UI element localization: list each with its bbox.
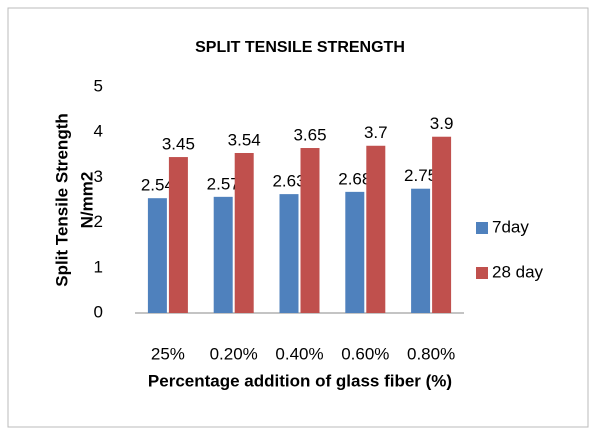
y-axis-label: N/mm2 (77, 172, 96, 229)
data-label: 3.45 (162, 135, 195, 154)
legend-swatch (476, 267, 488, 279)
x-tick-label: 0.40% (275, 344, 323, 363)
data-label: 2.57 (207, 174, 240, 193)
x-tick-label: 0.60% (341, 344, 389, 363)
bar (279, 194, 299, 313)
x-axis-label: Percentage addition of glass fiber (%) (148, 371, 452, 390)
data-label: 2.54 (141, 176, 174, 195)
x-tick-label: 0.20% (210, 344, 258, 363)
data-label: 2.68 (338, 169, 371, 188)
bar (168, 157, 188, 313)
bar (345, 191, 365, 313)
data-label: 3.7 (364, 123, 388, 142)
x-tick-label: 0.80% (407, 344, 455, 363)
bar (432, 136, 452, 313)
legend-label: 28 day (492, 262, 544, 281)
data-label: 3.65 (293, 126, 326, 145)
bar (213, 196, 233, 313)
bar (366, 145, 386, 313)
x-tick-label: 25% (151, 344, 185, 363)
y-axis-label: Split Tensile Strength (52, 113, 71, 286)
legend-swatch (476, 222, 488, 234)
bar (147, 198, 167, 313)
y-tick-label: 3 (94, 167, 103, 186)
y-tick-label: 1 (94, 257, 103, 276)
y-tick-label: 0 (94, 302, 103, 321)
y-tick-label: 2 (94, 212, 103, 231)
bar (300, 148, 320, 313)
data-label: 2.75 (404, 166, 437, 185)
bar (234, 152, 254, 313)
data-label: 3.9 (430, 114, 454, 133)
y-tick-label: 5 (94, 76, 103, 95)
legend-label: 7day (492, 217, 529, 236)
data-label: 3.54 (228, 130, 261, 149)
chart-title: SPLIT TENSILE STRENGTH (195, 39, 405, 56)
y-tick-label: 4 (94, 122, 103, 141)
data-label: 2.63 (272, 172, 305, 191)
bar (411, 188, 431, 313)
